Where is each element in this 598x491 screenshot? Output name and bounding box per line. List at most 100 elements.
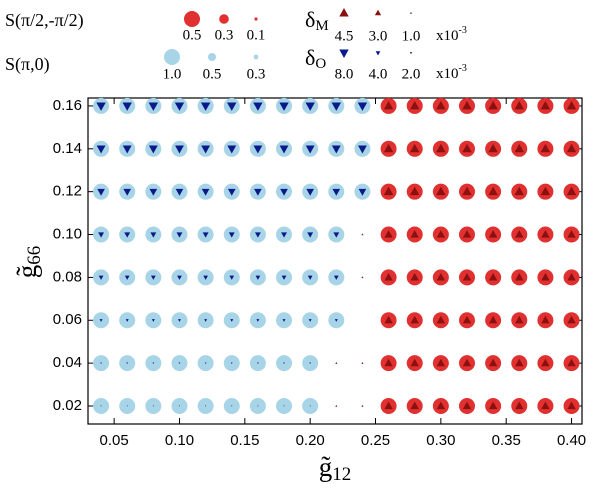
data-point: [410, 100, 420, 110]
data-point: [203, 275, 208, 280]
data-point: [148, 102, 159, 111]
data-point: [488, 272, 498, 281]
data-point: [567, 315, 576, 324]
data-point: [488, 230, 498, 238]
data-point: [462, 100, 472, 110]
legend-value: 4.5: [335, 28, 354, 44]
data-point: [174, 102, 185, 111]
x-tick-label: 0.40: [557, 432, 586, 449]
data-point: [462, 186, 472, 196]
legend-scale-base: x10: [436, 66, 459, 82]
data-point: [514, 143, 524, 153]
legend-marker: [374, 9, 382, 16]
data-point: [462, 401, 472, 410]
data-point: [309, 362, 312, 365]
x-label-symbol: g̃: [319, 452, 333, 482]
data-point: [488, 143, 498, 153]
data-point: [567, 401, 576, 410]
data-point: [566, 143, 577, 153]
data-point: [384, 315, 393, 324]
legend-marker: [339, 8, 349, 17]
data-point: [541, 272, 550, 281]
y-tick-label: 0.06: [53, 311, 82, 328]
legend-marker: [184, 11, 200, 27]
data-point: [257, 405, 259, 407]
data-point: [462, 272, 472, 281]
data-point: [361, 276, 364, 279]
data-point: [254, 232, 261, 238]
data-point: [384, 230, 393, 238]
data-point: [514, 186, 524, 196]
y-label-subscript: 66: [24, 246, 45, 265]
x-tick-label: 0.05: [100, 432, 129, 449]
data-point: [281, 232, 287, 238]
data-point: [125, 319, 129, 322]
x-tick-label: 0.15: [230, 432, 259, 449]
data-point: [358, 188, 367, 196]
data-point: [436, 186, 446, 196]
legend-name: δO: [305, 45, 326, 72]
data-point: [540, 100, 551, 110]
data-point: [384, 358, 393, 367]
y-tick-label: 0.10: [53, 225, 82, 242]
x-axis-label: g̃12: [319, 452, 352, 485]
data-point: [331, 145, 341, 154]
data-point: [175, 188, 184, 196]
legend-value: 0.1: [247, 27, 266, 43]
data-point: [96, 145, 106, 154]
data-point: [361, 404, 364, 407]
data-point: [228, 232, 235, 238]
data-point: [201, 188, 210, 196]
x-tick-label: 0.10: [165, 432, 194, 449]
y-tick-label: 0.04: [53, 354, 82, 371]
data-point: [124, 232, 131, 238]
data-point: [100, 405, 102, 407]
data-point: [541, 230, 550, 238]
data-point: [515, 401, 524, 410]
legend-value: 3.0: [369, 28, 388, 44]
data-point: [515, 358, 524, 367]
data-point: [332, 188, 341, 196]
data-point: [307, 232, 314, 238]
legend-marker: [339, 49, 349, 58]
data-point: [462, 230, 472, 238]
x-tick-label: 0.20: [296, 432, 325, 449]
data-point: [357, 102, 368, 111]
x-tick-label: 0.35: [492, 432, 521, 449]
data-point: [384, 401, 393, 410]
legend-scale: x10-3: [436, 25, 467, 44]
legend-marker: [409, 11, 413, 14]
legend-value: 0.3: [215, 27, 234, 43]
data-point: [123, 188, 132, 196]
data-point: [255, 275, 261, 280]
data-point: [462, 358, 472, 367]
legend-scale: x10-3: [436, 63, 467, 82]
data-point: [178, 405, 181, 407]
data-point: [436, 358, 446, 367]
legend-value: 8.0: [335, 66, 354, 82]
data-point: [152, 405, 154, 407]
data-point: [201, 145, 211, 154]
data-point: [283, 362, 285, 365]
data-point: [280, 188, 288, 196]
y-tick-label: 0.14: [53, 140, 82, 157]
data-point: [566, 100, 577, 110]
data-point: [410, 401, 419, 410]
data-point: [149, 188, 158, 196]
legend-marker: [254, 17, 258, 21]
data-point: [98, 232, 105, 238]
data-point: [200, 102, 211, 111]
data-point: [410, 230, 419, 238]
legend-value: 0.3: [247, 66, 266, 82]
data-point: [227, 145, 237, 154]
data-point: [488, 186, 498, 196]
y-tick-label: 0.16: [53, 97, 82, 114]
legend-value: 0.5: [183, 27, 202, 43]
data-point: [178, 319, 181, 322]
data-point: [122, 145, 132, 154]
y-tick-label: 0.12: [53, 183, 82, 200]
legend-name-symbol: δ: [305, 45, 315, 70]
legend-marker: [164, 49, 180, 65]
